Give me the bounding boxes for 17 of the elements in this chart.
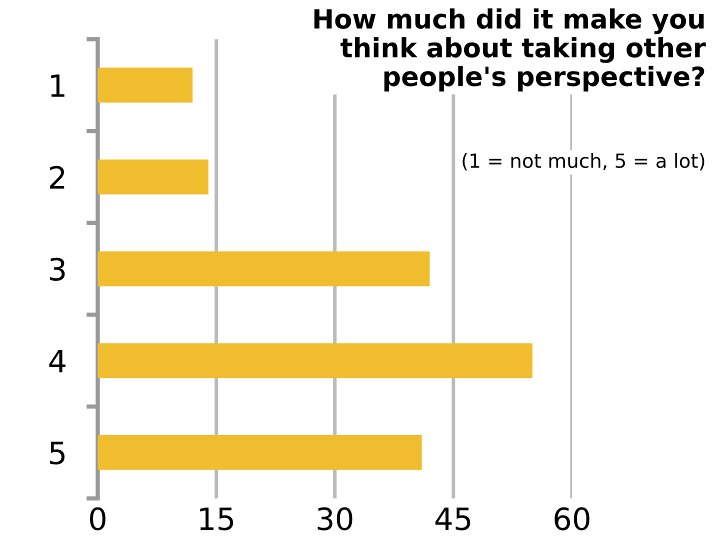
x-tick-label: 30 <box>318 507 352 530</box>
text: (1 = not much, 5 = a lot) <box>462 152 704 170</box>
bar <box>98 435 422 470</box>
x-tick-label: 45 <box>435 508 470 530</box>
x-tick-label: 60 <box>554 507 590 530</box>
y-tick-label: 4 <box>49 350 66 372</box>
bar <box>98 160 208 194</box>
x-tick-label: 15 <box>200 508 234 530</box>
y-tick-label: 1 <box>51 74 64 97</box>
bar <box>98 343 532 378</box>
y-tick-label: 2 <box>50 166 64 189</box>
y-tick-label: 3 <box>50 258 65 281</box>
bar <box>98 68 193 103</box>
x-tick-label: 0 <box>90 507 106 530</box>
chart-title: How much did it make you think about taking other people's perspective? <box>314 8 706 92</box>
bar <box>98 251 430 286</box>
y-tick-label: 5 <box>50 442 65 465</box>
